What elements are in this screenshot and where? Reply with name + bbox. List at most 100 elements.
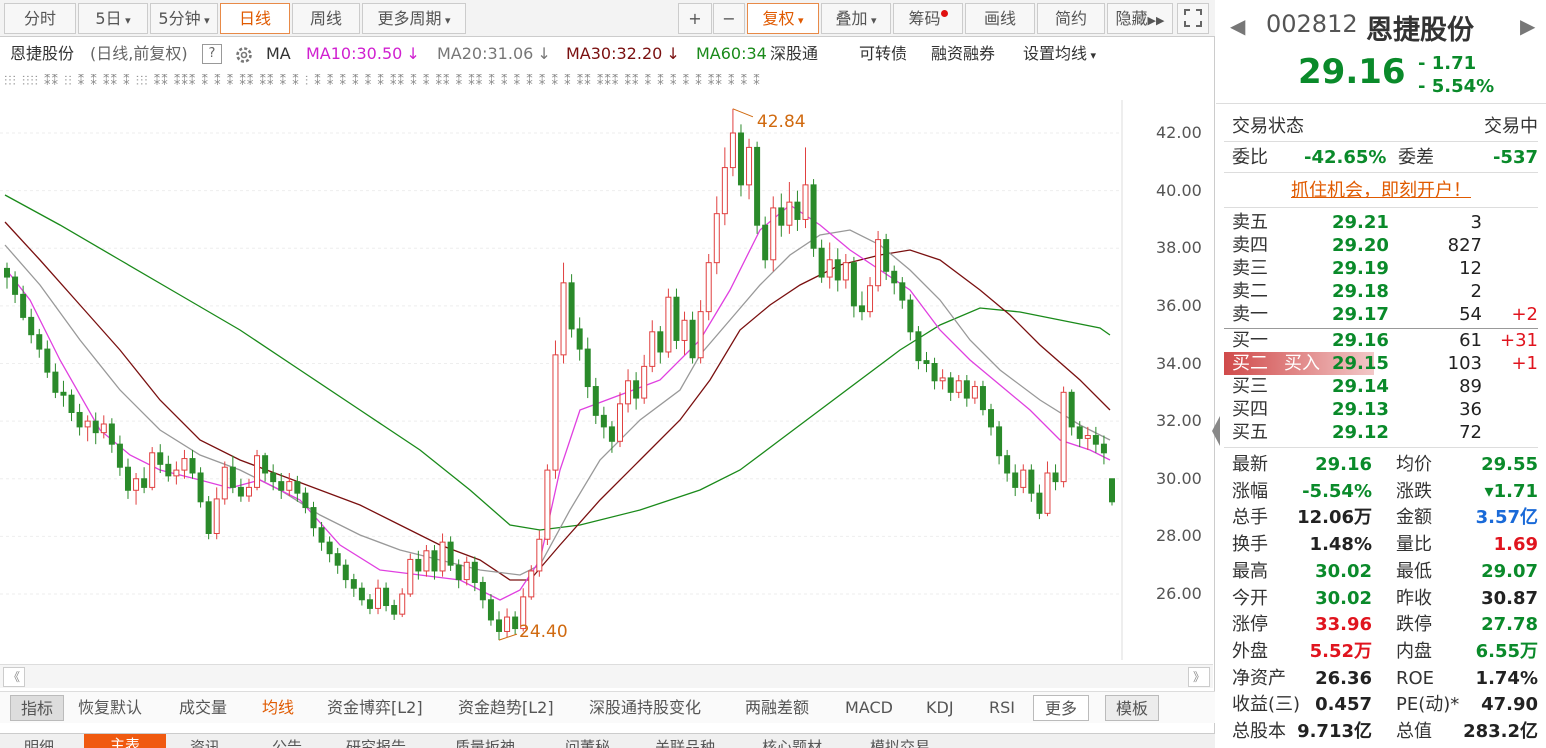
btab-detail[interactable]: 明细 [24,738,55,748]
tab-more[interactable]: 更多 [1033,695,1089,721]
y-tick-label: 40.00 [1156,180,1202,200]
candle-body [479,581,486,601]
stat-value: 29.07 [1481,560,1538,582]
quote-panel: ◀ 002812 恩捷股份 ▶ 29.16 - 1.71 - 5.54% 交易状… [1216,0,1546,748]
candle-body [907,299,914,333]
btab-news[interactable]: 资讯 [190,738,221,748]
candle-body [705,262,712,313]
chips-button[interactable]: 筹码 [893,3,963,34]
tab-5day[interactable]: 5日 [78,3,148,34]
ma60-line [4,194,1111,531]
candle-body [1028,469,1035,494]
stat-value: 5.52万 [1309,640,1372,662]
candle-body [278,481,285,491]
adjust-button[interactable]: 复权 [747,3,819,34]
open-account-link[interactable]: 抓住机会，即刻开户！ [1291,180,1471,201]
tab-ma[interactable]: 均线 [262,698,295,717]
tab-daily[interactable]: 日线 [220,3,290,34]
overlay-button[interactable]: 叠加 [821,3,891,34]
candlestick-chart[interactable]: 42.84 24.40 [0,100,1213,665]
tab-margin-diff[interactable]: 两融差额 [745,698,810,717]
next-stock-icon[interactable]: ▶ [1520,14,1536,38]
candle-body [44,348,51,373]
stat-value: ▾1.71 [1484,480,1538,502]
candle-body [616,403,623,442]
candle-body [842,262,849,281]
stat-value: 6.55万 [1475,640,1538,662]
low-label: 24.40 [519,622,568,642]
btab-simulate[interactable]: 模拟交易 [870,738,931,748]
draw-button[interactable]: 画线 [965,3,1035,34]
btab-related[interactable]: 关联品种 [655,738,716,748]
candle-body [197,472,204,503]
btab-main[interactable]: 主表 [84,734,166,748]
tab-volume[interactable]: 成交量 [179,698,228,717]
help-icon[interactable]: ? [202,44,222,64]
tab-5min[interactable]: 5分钟 [150,3,218,34]
link-sz-connect[interactable]: 深股通 [768,40,819,68]
tab-fund-game[interactable]: 资金博弈[L2] [327,698,423,717]
scroll-left-button[interactable]: 《 [3,667,25,687]
prev-stock-icon[interactable]: ◀ [1230,14,1246,38]
stat-value: 47.90 [1481,694,1538,716]
candle-body [326,541,333,555]
bid-row: 买三 29.14 89 [1216,375,1546,398]
stat-label: 最低 [1396,560,1432,582]
candle-body [1052,472,1059,483]
tab-template[interactable]: 模板 [1105,695,1159,721]
stat-label: 涨跌 [1396,480,1432,502]
horizontal-scrollbar[interactable]: 《 》 [0,664,1213,688]
candle-body [746,146,753,186]
tab-macd[interactable]: MACD [845,698,893,717]
stat-value: 27.78 [1481,614,1538,636]
set-ma-dropdown[interactable]: 设置均线 ▾ [1023,40,1096,70]
btab-notice[interactable]: 公告 [272,738,303,748]
bid-label: 买二 [1232,353,1268,374]
hide-label: 隐藏 [1115,9,1148,28]
tab-indicator[interactable]: 指标 [10,695,64,721]
stat-value: 30.02 [1315,587,1372,609]
tab-restore-default[interactable]: 恢复默认 [78,698,143,717]
btab-theme[interactable]: 核心题材 [762,738,823,748]
stat-value: 3.57亿 [1475,507,1538,529]
ma20-value: MA20:31.06 ↓ [437,40,551,68]
buy-highlight[interactable] [1224,352,1374,375]
candle-body [52,371,59,393]
candle-body [665,296,672,353]
buy-button[interactable]: 买入 [1284,353,1320,374]
tab-intraday[interactable]: 分时 [4,3,76,34]
candle-body [988,409,995,428]
zoom-out-button[interactable]: − [713,3,745,34]
hide-button[interactable]: 隐藏▶▶ [1107,3,1173,34]
scroll-right-button[interactable]: 》 [1188,667,1210,687]
bid-change: +1 [1511,353,1538,374]
expand-icon[interactable] [1177,3,1209,34]
candle-body [334,553,341,566]
tab-weekly[interactable]: 周线 [292,3,360,34]
btab-ask[interactable]: 问董秘 [565,738,611,748]
tab-rsi[interactable]: RSI [989,698,1015,717]
bid-row: 买五 29.12 72 [1216,421,1546,444]
link-convertible[interactable]: 可转债 [859,44,908,63]
candle-body [810,184,817,249]
tab-fund-trend[interactable]: 资金趋势[L2] [458,698,554,717]
simple-button[interactable]: 简约 [1037,3,1105,34]
btab-quality[interactable]: 质量扳神 [455,738,516,748]
collapse-side-icon[interactable] [1212,416,1220,446]
zoom-in-button[interactable]: + [678,3,712,34]
gear-icon[interactable] [233,44,255,66]
candle-body [60,391,67,396]
candle-body [262,455,269,474]
tab-sz-holding[interactable]: 深股通持股变化 [589,698,702,717]
stat-value: -5.54% [1302,480,1372,502]
tab-kdj[interactable]: KDJ [926,698,954,717]
ask-row: 卖二 29.18 2 [1216,280,1546,303]
link-margin[interactable]: 融资融券 [931,44,996,63]
candle-body [375,587,382,609]
candle-body [1076,426,1083,439]
candle-body [20,293,27,318]
stat-value: 1.74% [1475,667,1538,689]
btab-research[interactable]: 研究报告 [346,738,407,748]
candle-body [294,481,301,494]
tab-more-periods[interactable]: 更多周期 [362,3,466,34]
